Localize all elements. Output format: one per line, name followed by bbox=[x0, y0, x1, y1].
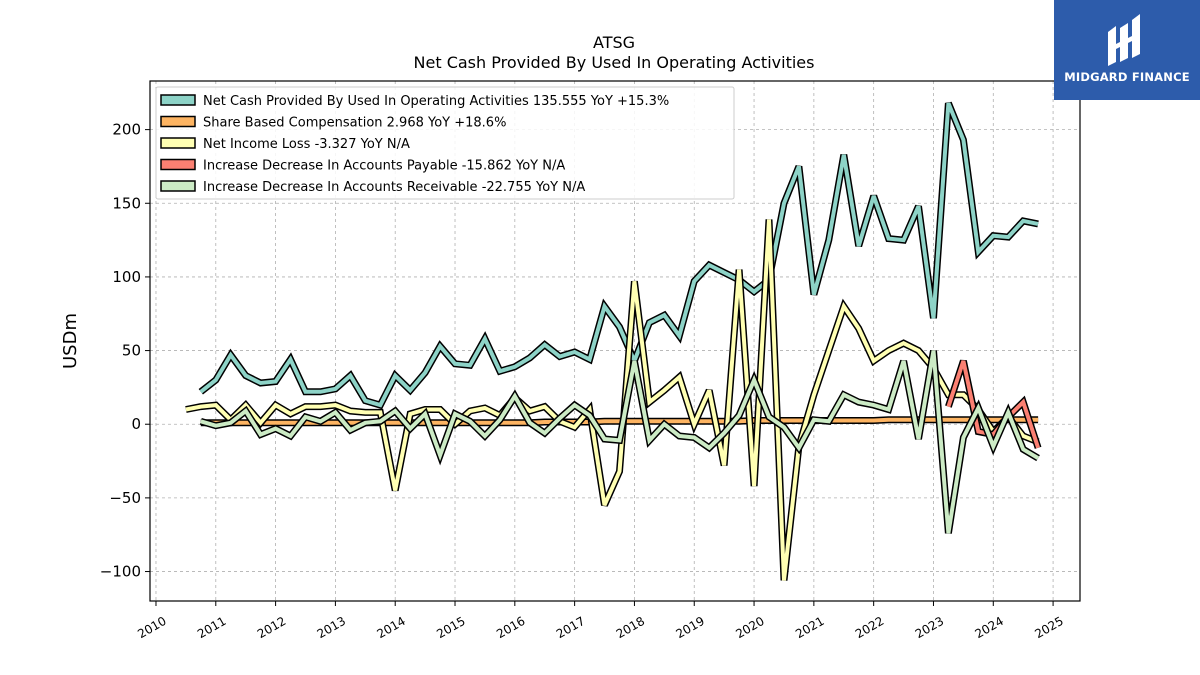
x-tick-label: 2014 bbox=[374, 614, 407, 641]
x-tick-label: 2011 bbox=[195, 614, 228, 641]
y-tick-label: 100 bbox=[112, 268, 141, 286]
y-tick-label: 0 bbox=[131, 415, 141, 433]
x-tick-label: 2013 bbox=[315, 614, 348, 641]
chart-subtitle: Net Cash Provided By Used In Operating A… bbox=[414, 53, 815, 72]
x-tick-label: 2025 bbox=[1032, 614, 1065, 641]
legend-swatch bbox=[160, 115, 196, 128]
x-tick-label: 2017 bbox=[554, 614, 587, 641]
y-tick-label: 50 bbox=[122, 342, 141, 360]
y-axis-label: USDm bbox=[60, 313, 81, 369]
legend-entry: Net Cash Provided By Used In Operating A… bbox=[203, 94, 669, 109]
legend-swatch bbox=[160, 94, 196, 106]
midgard-logo-icon bbox=[1108, 14, 1140, 66]
brand-logo: MIDGARD FINANCE bbox=[1054, 0, 1200, 100]
y-tick-label: −100 bbox=[100, 563, 141, 581]
plot-frame bbox=[149, 80, 1081, 602]
legend-entry: Net Income Loss -3.327 YoY N/A bbox=[203, 137, 410, 152]
series-line-0 bbox=[199, 102, 1039, 408]
series-line-2 bbox=[185, 219, 1039, 581]
legend-swatch bbox=[160, 158, 196, 171]
series-line-3 bbox=[946, 360, 1041, 449]
x-tick-label: 2024 bbox=[973, 614, 1006, 641]
x-tick-label: 2010 bbox=[135, 614, 168, 641]
legend: Net Cash Provided By Used In Operating A… bbox=[155, 86, 735, 200]
logo-text: MIDGARD FINANCE bbox=[1064, 70, 1190, 84]
legend-swatch bbox=[160, 180, 196, 192]
x-tick-label: 2022 bbox=[853, 614, 886, 641]
legend-entry: Share Based Compensation 2.968 YoY +18.6… bbox=[203, 116, 506, 131]
x-tick-label: 2021 bbox=[793, 614, 826, 641]
x-tick-label: 2023 bbox=[913, 614, 946, 641]
x-tick-label: 2012 bbox=[255, 614, 288, 641]
x-tick-label: 2015 bbox=[434, 614, 467, 641]
x-tick-label: 2019 bbox=[674, 614, 707, 641]
y-tick-label: 150 bbox=[112, 194, 141, 212]
y-tick-label: 200 bbox=[112, 121, 141, 139]
y-tick-label: −50 bbox=[109, 489, 141, 507]
x-tick-label: 2020 bbox=[733, 614, 766, 641]
x-tick-label: 2018 bbox=[614, 614, 647, 641]
series-layer bbox=[185, 101, 1042, 581]
legend-box bbox=[155, 86, 735, 200]
legend-swatch bbox=[160, 137, 196, 149]
legend-entry: Increase Decrease In Accounts Receivable… bbox=[203, 180, 585, 195]
chart-title: ATSG bbox=[593, 33, 635, 52]
y-axis: −100 −50 0 50 100 150 200 bbox=[100, 121, 150, 581]
series-line-4 bbox=[200, 350, 1040, 534]
x-axis: 2010 2011 2012 2013 2014 2015 2016 2017 2018 2019… bbox=[135, 601, 1066, 641]
legend-entry: Increase Decrease In Accounts Payable -1… bbox=[203, 159, 565, 174]
x-tick-label: 2016 bbox=[494, 614, 527, 641]
